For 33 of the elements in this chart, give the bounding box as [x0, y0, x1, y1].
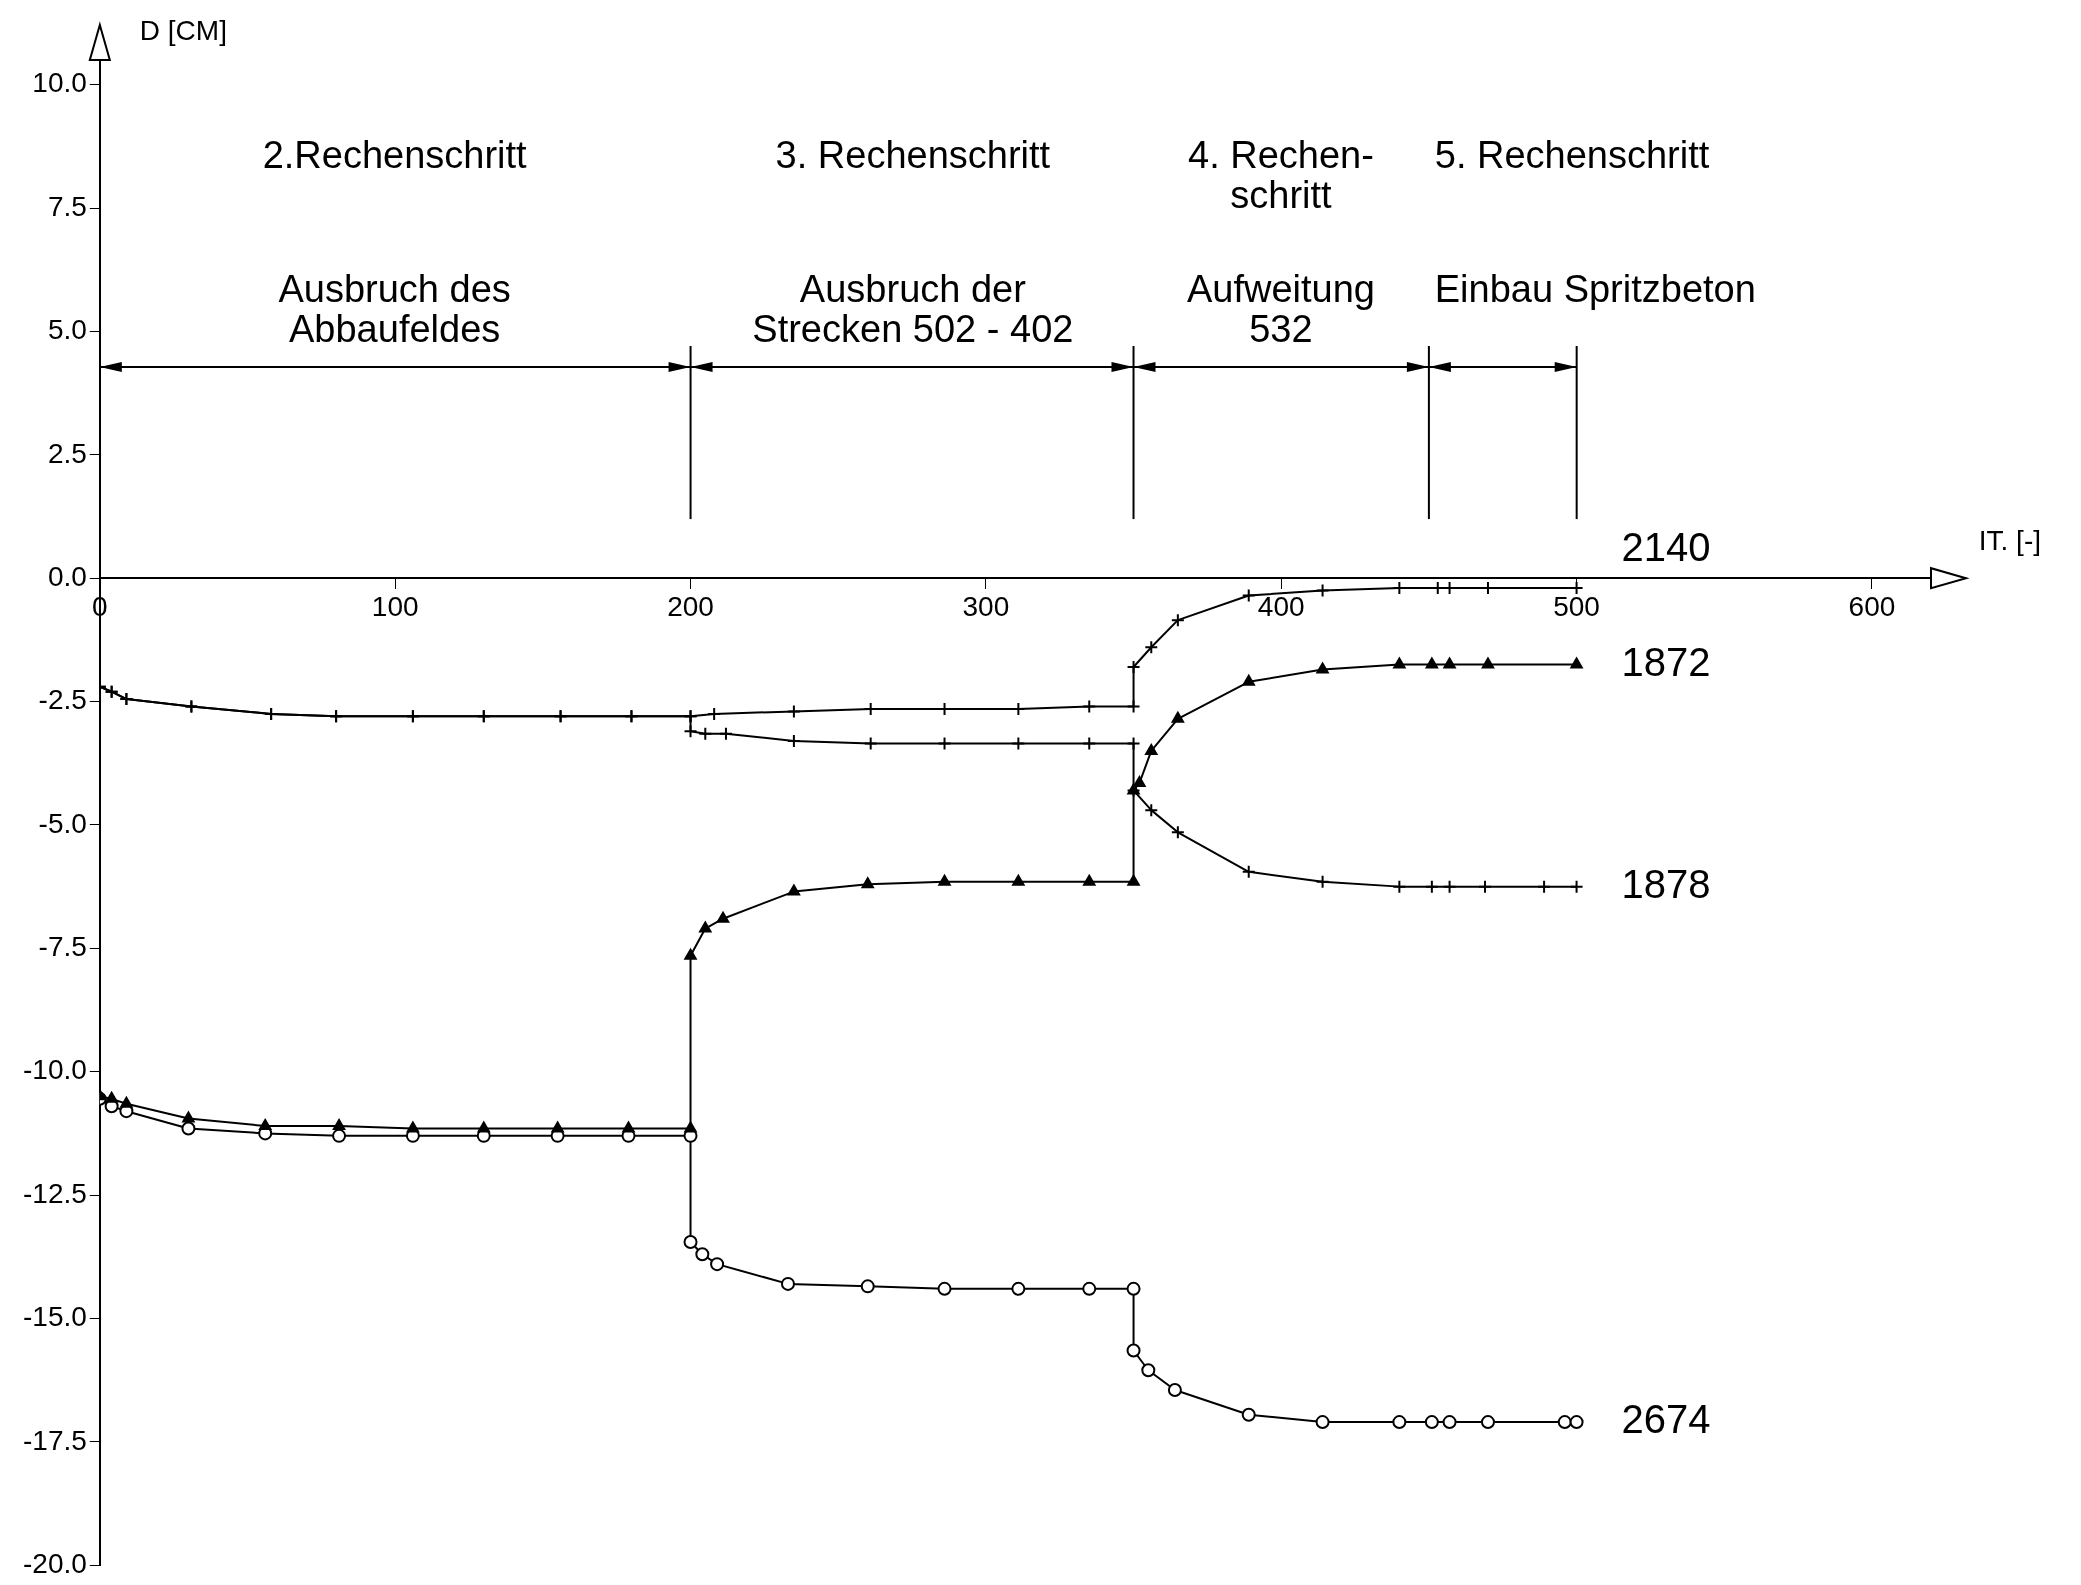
y-tick-label: -15.0: [22, 1301, 87, 1333]
series-label: 1872: [1621, 639, 1711, 684]
y-tick-label: -17.5: [22, 1424, 87, 1456]
annotation: Ausbruch des Abbaufeldes: [278, 267, 511, 350]
x-tick-label: 400: [1257, 590, 1305, 622]
annotation: 4. Rechen- schritt: [1187, 133, 1374, 216]
y-tick-label: 0.0: [47, 560, 87, 592]
x-tick-label: 100: [371, 590, 419, 622]
series-label: 1878: [1621, 861, 1711, 906]
x-tick-label: 300: [962, 590, 1010, 622]
annotation: 3. Rechenschritt: [775, 133, 1051, 176]
x-axis-title: IT. [-]: [1978, 524, 2041, 556]
y-tick-label: -7.5: [38, 931, 87, 963]
series-label: 2140: [1621, 525, 1711, 570]
y-tick-label: -5.0: [38, 807, 87, 839]
y-tick-label: -12.5: [22, 1177, 87, 1209]
y-axis-title: D [CM]: [139, 14, 227, 46]
annotation: Ausbruch der Strecken 502 - 402: [752, 267, 1074, 350]
annotation: 5. Rechenschritt: [1434, 133, 1710, 176]
series-label: 2674: [1621, 1397, 1711, 1442]
x-tick-label: 200: [667, 590, 714, 622]
y-tick-label: 10.0: [32, 67, 87, 99]
y-tick-label: -20.0: [22, 1547, 87, 1579]
annotation: Aufweitung 532: [1186, 267, 1375, 350]
y-tick-label: -10.0: [22, 1054, 87, 1086]
y-tick-label: -2.5: [38, 684, 87, 716]
annotation: Einbau Spritzbeton: [1434, 267, 1756, 310]
y-tick-label: 7.5: [47, 190, 87, 222]
annotation: 2.Rechenschritt: [262, 133, 528, 176]
x-tick-label: 600: [1848, 590, 1896, 622]
y-tick-label: 5.0: [47, 314, 87, 346]
x-tick-label: 500: [1553, 590, 1600, 622]
y-tick-label: 2.5: [47, 437, 87, 469]
